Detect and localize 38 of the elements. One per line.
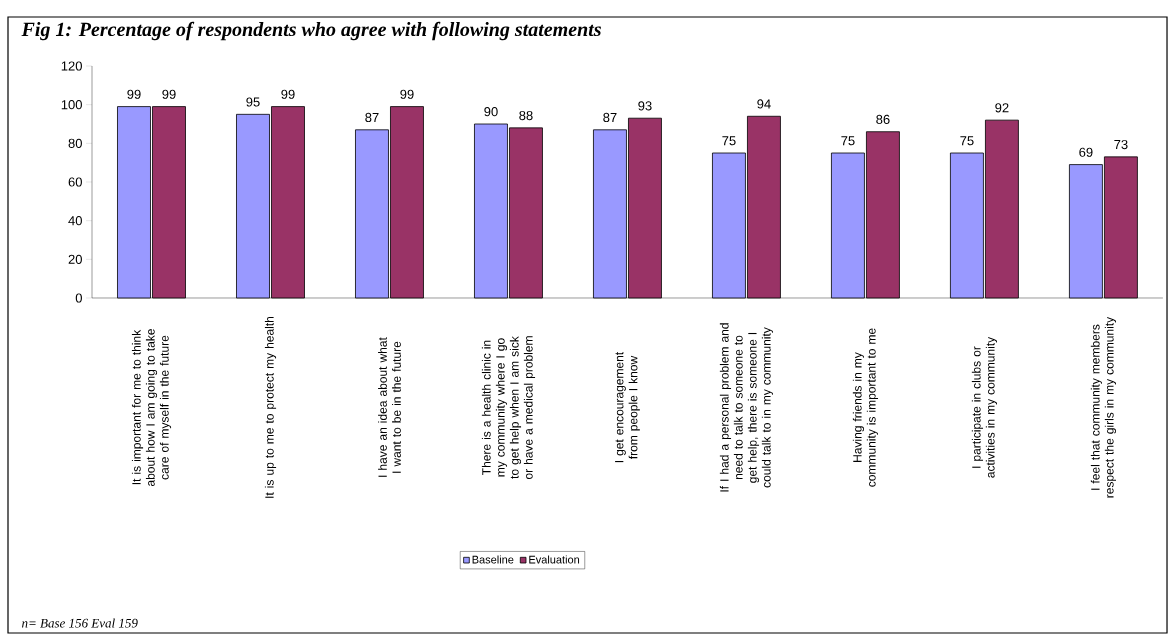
x-tick-label: It is important for me to think about how I am going to take care of myself in the future [131,329,172,487]
x-tick-label: There is a health clinic in my community where I go to get help when I am sick or have a medical problem [481,336,536,480]
y-tick-label: 0 [75,293,82,303]
data-label: 99 [400,89,414,99]
y-tick-label: 20 [68,254,82,264]
data-label: 92 [995,103,1009,113]
data-label: 75 [722,136,736,146]
data-label: 88 [519,110,533,121]
y-tick-label: 60 [68,177,82,187]
data-label: 99 [162,89,176,99]
data-label: 99 [127,89,141,99]
x-tick-label: I feel that community members respect the girls in my community [1090,316,1117,498]
y-tick-label: 100 [61,100,82,110]
legend-label: Baseline [472,555,514,564]
chart-title: Fig 1: Percentage of respondents who agree with following statements [21,21,601,41]
x-tick-label: If I had a personal problem and need to talk to someone to get help, there is someone I could talk to in my community [719,323,774,492]
data-label: 69 [1079,147,1093,157]
data-label: 93 [638,101,652,111]
y-tick-label: 80 [68,138,82,148]
data-label: 87 [603,112,617,123]
y-tick-label: 120 [61,61,82,71]
x-tick-label: I get encouragement from people I know [615,351,640,463]
x-tick-label: It is up to me to protect my health [264,316,277,498]
x-tick-label: Having friends in my community is important to me [852,328,879,487]
x-tick-label: I participate in clubs or activities in my community [971,336,998,478]
data-label: 87 [365,112,379,123]
data-label: 90 [484,107,498,117]
y-tick-label: 40 [68,216,82,226]
data-label: 75 [960,136,974,146]
text: n= Base 156 Eval 159 [22,618,138,628]
x-tick-label: I have an idea about what I want to be in the future [378,337,401,477]
data-label: 94 [757,99,771,109]
data-label: 73 [1114,139,1128,150]
data-label: 95 [246,97,260,107]
legend-label: Evaluation [529,555,580,564]
data-label: 86 [876,114,890,124]
data-label: 75 [841,136,855,146]
data-label: 99 [281,89,295,99]
